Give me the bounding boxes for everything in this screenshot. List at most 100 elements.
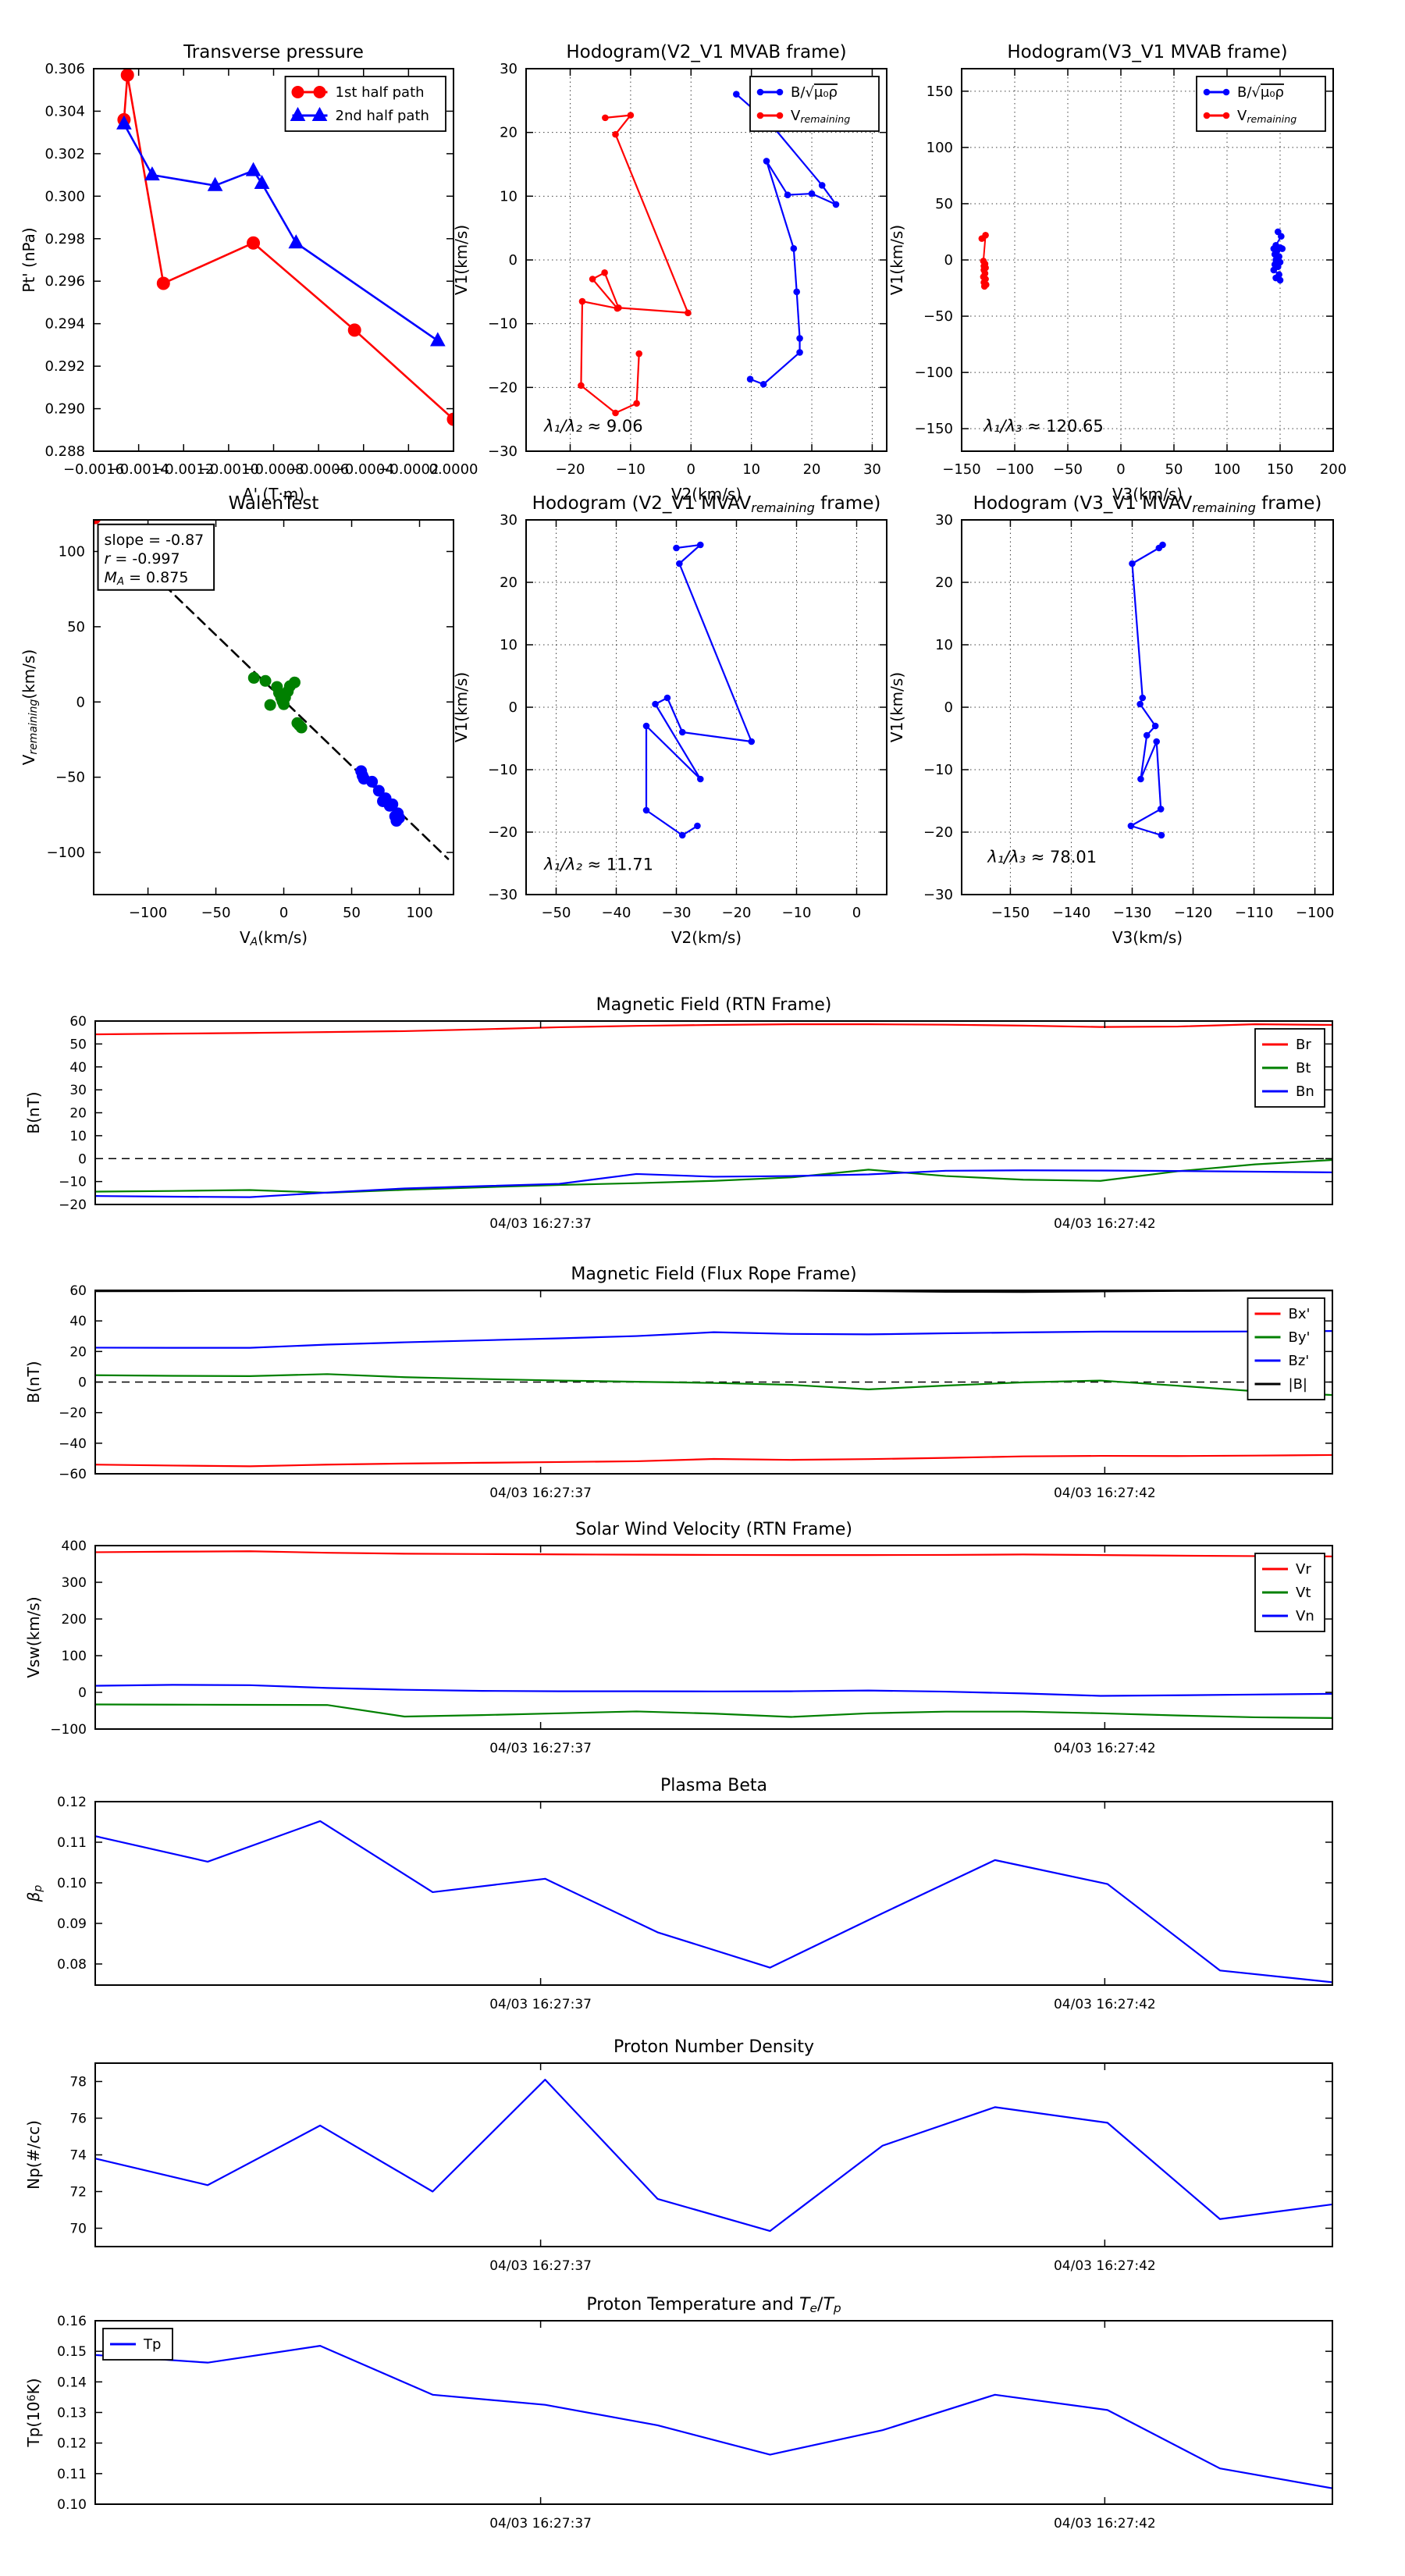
svg-text:Hodogram(V3_V1 MVAB frame): Hodogram(V3_V1 MVAB frame) <box>1007 42 1287 62</box>
chart-transverse-pressure: −0.0016−0.0014−0.0012−0.0010−0.0008−0.00… <box>20 42 478 503</box>
svg-text:|B|: |B| <box>1289 1376 1307 1393</box>
svg-text:−100: −100 <box>1296 905 1334 921</box>
svg-text:−0.0016: −0.0016 <box>63 461 124 478</box>
svg-text:20: 20 <box>803 461 821 478</box>
svg-text:04/03 16:27:42: 04/03 16:27:42 <box>1054 1485 1156 1501</box>
svg-text:0: 0 <box>279 905 288 921</box>
svg-text:20: 20 <box>69 1344 87 1360</box>
svg-text:−20: −20 <box>488 379 518 396</box>
svg-text:30: 30 <box>935 512 953 528</box>
svg-text:−0.0014: −0.0014 <box>108 461 169 478</box>
svg-text:10: 10 <box>500 188 518 205</box>
svg-text:20: 20 <box>500 575 518 591</box>
svg-text:−40: −40 <box>59 1436 87 1452</box>
svg-text:Magnetic Field (RTN Frame): Magnetic Field (RTN Frame) <box>596 995 832 1015</box>
svg-text:04/03 16:27:42: 04/03 16:27:42 <box>1054 2258 1156 2274</box>
svg-text:100: 100 <box>927 140 953 156</box>
svg-text:0.15: 0.15 <box>57 2344 87 2360</box>
svg-text:0.12: 0.12 <box>57 2436 87 2452</box>
svg-text:−10: −10 <box>59 1175 87 1190</box>
svg-text:−30: −30 <box>662 905 692 921</box>
svg-text:30: 30 <box>69 1083 87 1098</box>
svg-text:1st half path: 1st half path <box>336 84 425 101</box>
svg-text:−100: −100 <box>129 905 167 921</box>
svg-text:−50: −50 <box>201 905 231 921</box>
svg-text:0: 0 <box>509 252 518 269</box>
svg-text:Proton Temperature and Te/Tp: Proton Temperature and Te/Tp <box>586 2295 841 2315</box>
svg-text:0.300: 0.300 <box>44 188 85 205</box>
svg-text:−110: −110 <box>1235 905 1273 921</box>
svg-text:−50: −50 <box>1053 461 1083 478</box>
svg-text:Vsw(km/s): Vsw(km/s) <box>24 1596 43 1678</box>
svg-text:−50: −50 <box>542 905 571 921</box>
svg-text:−20: −20 <box>59 1197 87 1213</box>
svg-text:Bx': Bx' <box>1289 1306 1311 1322</box>
svg-text:−0.0006: −0.0006 <box>288 461 349 478</box>
svg-text:04/03 16:27:42: 04/03 16:27:42 <box>1054 1216 1156 1232</box>
svg-text:Proton Number Density: Proton Number Density <box>614 2037 814 2057</box>
svg-text:By': By' <box>1289 1329 1311 1346</box>
svg-text:Vremaining: Vremaining <box>1237 108 1297 125</box>
svg-text:0.10: 0.10 <box>57 1876 87 1891</box>
svg-text:0: 0 <box>78 1685 87 1701</box>
svg-text:−10: −10 <box>923 762 953 778</box>
svg-text:−40: −40 <box>602 905 631 921</box>
svg-text:Bz': Bz' <box>1289 1353 1310 1369</box>
svg-text:30: 30 <box>500 512 518 528</box>
svg-text:04/03 16:27:42: 04/03 16:27:42 <box>1054 1741 1156 1756</box>
svg-text:04/03 16:27:37: 04/03 16:27:37 <box>489 2516 592 2532</box>
svg-text:0.296: 0.296 <box>44 273 85 290</box>
svg-text:0.11: 0.11 <box>57 2467 87 2482</box>
svg-text:V3(km/s): V3(km/s) <box>1112 928 1183 947</box>
svg-text:λ₁/λ₂ ≈ 9.06: λ₁/λ₂ ≈ 9.06 <box>543 417 643 436</box>
svg-text:0: 0 <box>76 694 85 710</box>
svg-text:−20: −20 <box>488 824 518 841</box>
svg-text:04/03 16:27:37: 04/03 16:27:37 <box>489 1741 592 1756</box>
svg-text:V2(km/s): V2(km/s) <box>671 485 742 503</box>
svg-text:0.08: 0.08 <box>57 1957 87 1973</box>
svg-text:100: 100 <box>62 1649 87 1664</box>
svg-text:VA(km/s): VA(km/s) <box>240 928 308 948</box>
chart-hodogram-v3v1-mvav: −150 −140 −130 −120 −110 −100−30−20−100102030… <box>887 493 1334 947</box>
svg-text:slope = -0.87: slope = -0.87 <box>105 532 205 549</box>
svg-text:Np(#/cc): Np(#/cc) <box>24 2120 43 2190</box>
svg-text:78: 78 <box>69 2075 87 2090</box>
svg-text:200: 200 <box>62 1612 87 1628</box>
svg-text:−120: −120 <box>1174 905 1212 921</box>
svg-text:−30: −30 <box>923 887 953 903</box>
svg-text:0: 0 <box>78 1375 87 1391</box>
chart-hodogram-v3v1-mvab: −150 −100 −50 0 50 100 150 200 −150 −100 −50 0 50 100… <box>887 42 1346 503</box>
svg-text:Vremaining(km/s): Vremaining(km/s) <box>20 649 40 766</box>
svg-text:λ₁/λ₃ ≈ 78.01: λ₁/λ₃ ≈ 78.01 <box>987 848 1097 866</box>
svg-text:0.298: 0.298 <box>44 231 85 247</box>
svg-text:Solar Wind Velocity (RTN Frame: Solar Wind Velocity (RTN Frame) <box>575 1520 852 1539</box>
svg-text:04/03 16:27:37: 04/03 16:27:37 <box>489 2258 592 2274</box>
svg-text:0: 0 <box>1116 461 1125 478</box>
svg-text:04/03 16:27:37: 04/03 16:27:37 <box>489 1485 592 1501</box>
svg-text:Pt' (nPa): Pt' (nPa) <box>20 227 38 292</box>
svg-text:100: 100 <box>1214 461 1240 478</box>
svg-text:30: 30 <box>863 461 881 478</box>
svg-text:V1(km/s): V1(km/s) <box>452 672 471 742</box>
svg-text:20: 20 <box>935 575 953 591</box>
svg-text:−30: −30 <box>488 443 518 460</box>
chart-proton-number-density: 04/03 16:27:37 04/03 16:27:42 70 72 74 76 78 Pr… <box>24 2037 1333 2274</box>
svg-text:0.290: 0.290 <box>44 401 85 418</box>
svg-text:λ₁/λ₃ ≈ 120.65: λ₁/λ₃ ≈ 120.65 <box>984 417 1104 436</box>
svg-text:V3(km/s): V3(km/s) <box>1112 485 1183 503</box>
svg-text:40: 40 <box>69 1060 87 1076</box>
svg-text:−30: −30 <box>488 887 518 903</box>
svg-text:B(nT): B(nT) <box>24 1091 43 1133</box>
svg-text:0.294: 0.294 <box>44 316 85 333</box>
svg-text:Tp(106K): Tp(106K) <box>24 2378 43 2447</box>
svg-text:−100: −100 <box>47 845 85 861</box>
svg-text:V2(km/s): V2(km/s) <box>671 928 742 947</box>
svg-text:04/03 16:27:37: 04/03 16:27:37 <box>489 1216 592 1232</box>
svg-text:70: 70 <box>69 2222 87 2237</box>
svg-text:λ₁/λ₂ ≈ 11.71: λ₁/λ₂ ≈ 11.71 <box>543 856 653 874</box>
chart-magnetic-field-rtn: 04/03 16:27:37 04/03 16:27:42 −20 −10 0 10 20 3… <box>24 995 1333 1232</box>
chart-hodogram-v2v1-mvav: −50 −40 −30 −20 −10 0 −30 −20 −10 0 10 20 30 Hodogram… <box>452 493 887 947</box>
svg-text:0.16: 0.16 <box>57 2314 87 2329</box>
svg-text:Hodogram (V2_V1 MVAVremaining: Hodogram (V2_V1 MVAVremaining frame) <box>532 493 881 515</box>
svg-text:Vt: Vt <box>1296 1585 1311 1601</box>
